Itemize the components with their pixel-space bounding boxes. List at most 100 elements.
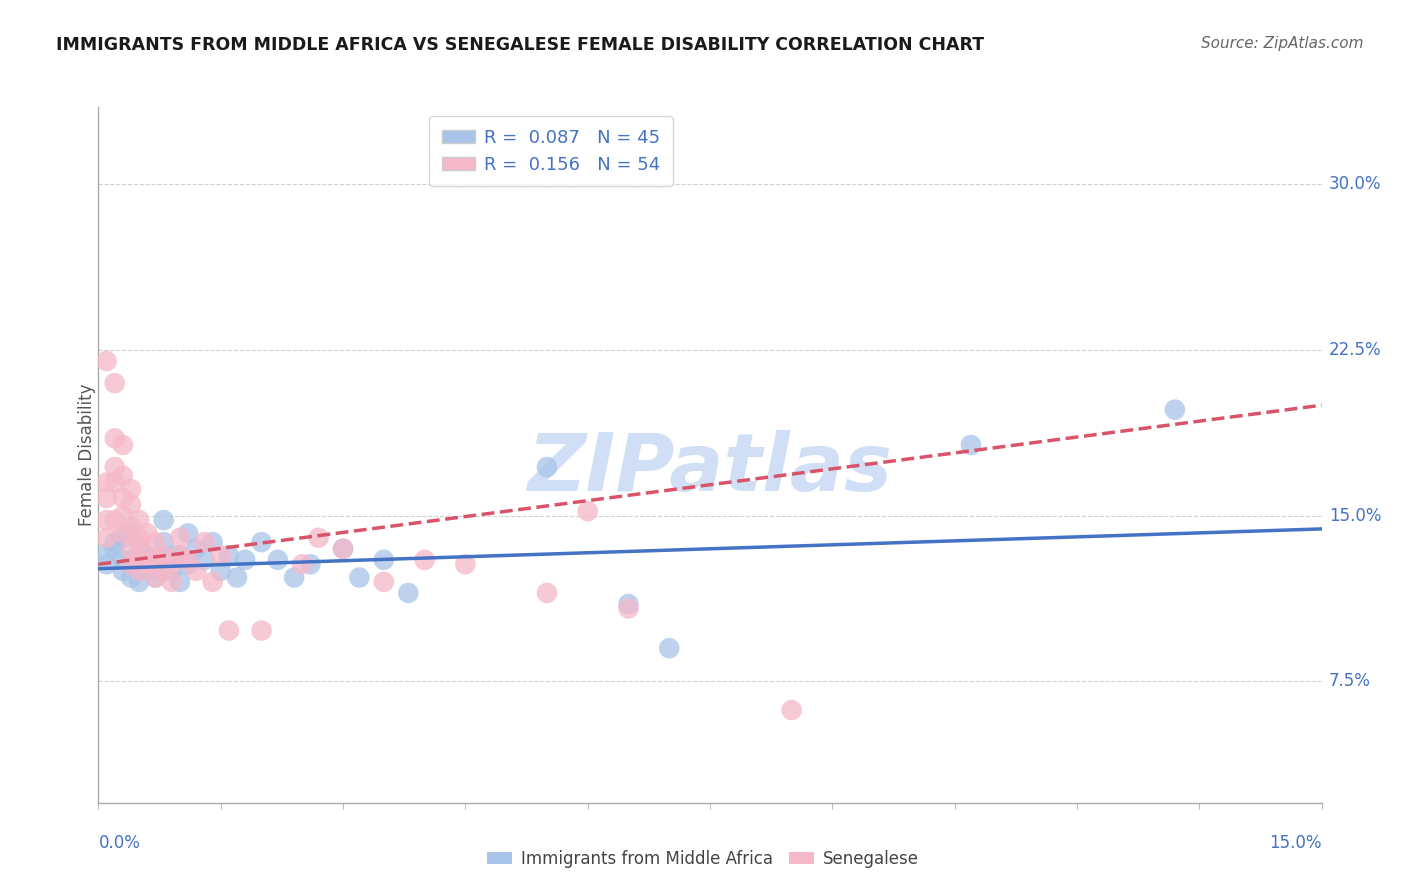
Text: Source: ZipAtlas.com: Source: ZipAtlas.com [1201, 36, 1364, 51]
Point [120, 498, 142, 512]
Point [111, 469, 134, 483]
Point [104, 513, 127, 527]
Point [96, 546, 118, 560]
Point [373, 574, 395, 589]
Point [145, 570, 167, 584]
Point [536, 460, 558, 475]
Point [960, 438, 983, 452]
Text: 22.5%: 22.5% [1329, 341, 1381, 359]
Point [128, 531, 150, 545]
Text: ZIPatlas: ZIPatlas [527, 430, 893, 508]
Point [226, 570, 249, 584]
Point [136, 558, 159, 572]
Legend: R =  0.087   N = 45, R =  0.156   N = 54: R = 0.087 N = 45, R = 0.156 N = 54 [429, 116, 672, 186]
Point [658, 641, 681, 656]
Point [332, 541, 354, 556]
Point [209, 549, 232, 563]
Point [576, 504, 599, 518]
Point [111, 438, 134, 452]
Point [177, 553, 200, 567]
Point [536, 586, 558, 600]
Point [160, 564, 183, 578]
Legend: Immigrants from Middle Africa, Senegalese: Immigrants from Middle Africa, Senegales… [481, 844, 925, 875]
Point [104, 431, 127, 445]
Point [128, 564, 150, 578]
Y-axis label: Female Disability: Female Disability [79, 384, 96, 526]
Point [193, 535, 215, 549]
Point [120, 553, 142, 567]
Point [152, 564, 174, 578]
Point [128, 574, 150, 589]
Point [186, 564, 208, 578]
Point [186, 541, 208, 556]
Point [96, 513, 118, 527]
Point [145, 535, 167, 549]
Point [209, 564, 232, 578]
Point [177, 558, 200, 572]
Point [617, 597, 640, 611]
Point [96, 558, 118, 572]
Point [128, 513, 150, 527]
Point [104, 541, 127, 556]
Point [201, 535, 224, 549]
Text: 15.0%: 15.0% [1270, 834, 1322, 852]
Point [454, 558, 477, 572]
Point [160, 558, 183, 572]
Point [111, 553, 134, 567]
Point [111, 526, 134, 541]
Point [780, 703, 803, 717]
Point [283, 570, 305, 584]
Text: 7.5%: 7.5% [1329, 673, 1371, 690]
Point [145, 553, 167, 567]
Point [152, 549, 174, 563]
Point [250, 624, 273, 638]
Point [111, 531, 134, 545]
Point [177, 526, 200, 541]
Point [136, 526, 159, 541]
Point [218, 624, 240, 638]
Point [128, 540, 150, 554]
Point [104, 376, 127, 391]
Point [299, 558, 322, 572]
Point [128, 553, 150, 567]
Point [120, 519, 142, 533]
Point [120, 526, 142, 541]
Point [152, 535, 174, 549]
Point [136, 549, 159, 563]
Point [111, 508, 134, 523]
Point [1164, 402, 1187, 417]
Point [120, 541, 142, 556]
Point [120, 482, 142, 496]
Point [120, 570, 142, 584]
Point [160, 549, 183, 563]
Point [128, 535, 150, 549]
Point [96, 354, 118, 368]
Point [308, 531, 330, 545]
Point [160, 574, 183, 589]
Text: IMMIGRANTS FROM MIDDLE AFRICA VS SENEGALESE FEMALE DISABILITY CORRELATION CHART: IMMIGRANTS FROM MIDDLE AFRICA VS SENEGAL… [56, 36, 984, 54]
Point [169, 549, 191, 563]
Point [617, 601, 640, 615]
Point [104, 460, 127, 475]
Point [145, 570, 167, 584]
Point [413, 553, 436, 567]
Point [96, 491, 118, 505]
Point [233, 553, 256, 567]
Text: 30.0%: 30.0% [1329, 176, 1381, 194]
Point [373, 553, 395, 567]
Point [152, 513, 174, 527]
Point [291, 558, 314, 572]
Point [111, 491, 134, 505]
Point [169, 574, 191, 589]
Text: 15.0%: 15.0% [1329, 507, 1381, 524]
Point [193, 553, 215, 567]
Point [104, 535, 127, 549]
Point [111, 564, 134, 578]
Point [396, 586, 419, 600]
Point [128, 564, 150, 578]
Point [169, 531, 191, 545]
Point [267, 553, 290, 567]
Point [104, 475, 127, 490]
Point [96, 475, 118, 490]
Point [136, 549, 159, 563]
